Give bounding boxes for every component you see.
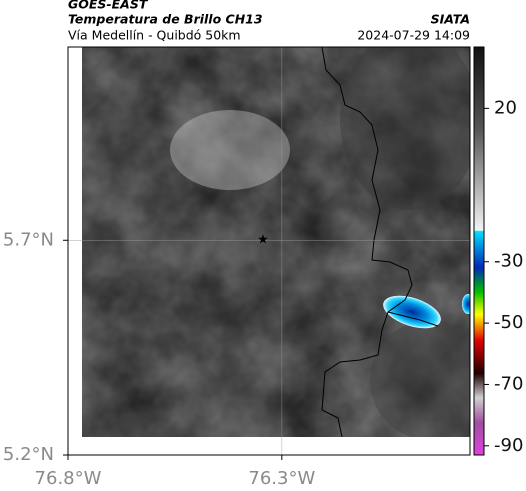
colorbar-tick-label: 20 (494, 97, 517, 118)
agency: SIATA (431, 12, 470, 27)
x-tick-label: 76.8°W (35, 468, 102, 489)
colorbar-tick-label: -50 (494, 312, 523, 333)
map-frame (67, 46, 471, 456)
colorbar (473, 46, 485, 456)
datetime: 2024-07-29 14:09 (357, 28, 470, 43)
colorbar-tick-label: -70 (494, 373, 523, 394)
source: GOES-EAST (68, 0, 149, 12)
colorbar-tick-label: -90 (494, 435, 523, 456)
y-tick-label: 5.7°N (3, 229, 54, 250)
title: Temperatura de Brillo CH13 (68, 12, 263, 27)
y-tick-label: 5.2°N (3, 444, 54, 465)
location-marker: ★ (257, 233, 269, 248)
x-tick-label: 76.3°W (248, 468, 315, 489)
colorbar-tick-label: -30 (494, 251, 523, 272)
subtitle: Vía Medellín - Quibdó 50km (68, 28, 241, 43)
satellite-image (82, 47, 470, 437)
